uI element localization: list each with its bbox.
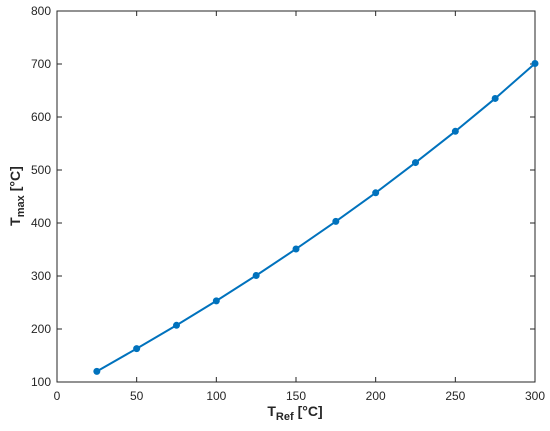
y-axis-title-main: T [7, 217, 23, 226]
data-point [292, 245, 300, 253]
data-point [332, 217, 340, 225]
x-tick-label: 250 [445, 389, 465, 403]
data-point [372, 189, 380, 197]
y-tick-label: 500 [31, 163, 51, 177]
y-axis-title-sub: max [15, 194, 27, 217]
x-tick-label: 200 [366, 389, 386, 403]
y-tick-label: 100 [31, 375, 51, 389]
data-point [451, 127, 459, 135]
y-tick-label: 600 [31, 110, 51, 124]
y-tick-label: 200 [31, 322, 51, 336]
x-axis-ticks: 0 50 100 150 200 250 300 [54, 11, 545, 403]
plot-area [56, 10, 536, 383]
data-series-layer [93, 59, 539, 375]
data-point [173, 321, 180, 329]
y-tick-label: 300 [31, 269, 51, 283]
data-point [491, 94, 499, 102]
x-tick-label: 0 [54, 389, 61, 403]
data-point [212, 297, 220, 305]
x-axis-title-sub: Ref [276, 411, 294, 423]
data-point [133, 345, 141, 353]
series-line [96, 62, 536, 373]
data-point [531, 59, 539, 67]
data-point [412, 159, 419, 167]
y-axis-ticks: 100 200 300 400 500 600 700 800 [31, 4, 535, 389]
y-axis-title: Tmax [°C] [7, 166, 27, 226]
x-tick-label: 50 [130, 389, 144, 403]
data-point [252, 271, 260, 279]
y-axis-title-unit: [°C] [7, 166, 23, 191]
x-tick-label: 100 [206, 389, 226, 403]
y-tick-label: 700 [31, 57, 51, 71]
axes-box [56, 10, 536, 383]
y-tick-label: 400 [31, 216, 51, 230]
x-tick-label: 150 [286, 389, 306, 403]
x-axis-title-unit: [°C] [298, 403, 323, 419]
x-axis-title-main: T [267, 403, 276, 419]
y-tick-label: 800 [31, 4, 51, 18]
data-point [93, 367, 101, 375]
x-tick-label: 300 [525, 389, 545, 403]
x-axis-title: TRef [°C] [267, 403, 322, 423]
